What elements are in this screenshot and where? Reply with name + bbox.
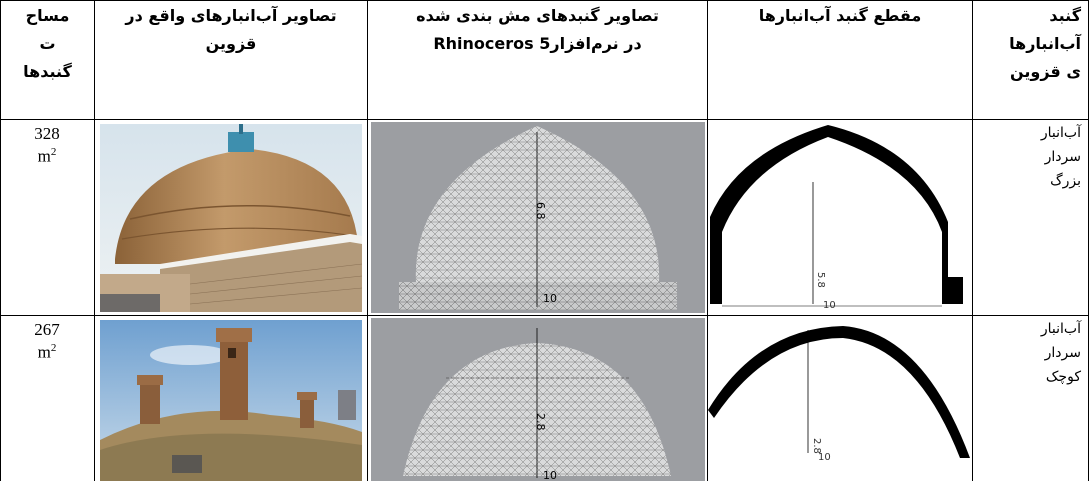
header-real-photos: تصاویر آب‌انبارهای واقع در قزوین [95, 2, 367, 58]
header-name: گنبد آب‌انبارها ی قزوین [973, 2, 1088, 86]
area-unit: m2 [37, 342, 57, 362]
header-name-line: گنبد [1049, 6, 1081, 25]
header-mesh-line: تصاویر گنبدهای مش بندی شده [416, 6, 659, 25]
column-divider [707, 0, 708, 481]
mesh-height-label: 2.8 [534, 413, 547, 431]
area-value: 328 [34, 124, 60, 143]
section-height-label: 2.8 [811, 438, 822, 454]
area-unit: m2 [37, 146, 57, 166]
header-name-line: آب‌انبارها [1009, 34, 1081, 53]
header-area-line: ت [39, 34, 56, 53]
photo-sardar-kuchak [100, 320, 362, 481]
header-area-line: مساح [25, 6, 70, 25]
header-name-line: ی قزوین [1009, 62, 1081, 81]
header-mesh-line: در نرم‌افزار5 Rhinoceros [433, 34, 642, 53]
dome-name-cell: آب‌انبار سردار کوچک [973, 317, 1081, 389]
section-height-label: 5.8 [815, 272, 826, 288]
header-real-photos-line: تصاویر آب‌انبارهای واقع در [125, 6, 337, 25]
header-section: مقطع گنبد آب‌انبارها [708, 2, 972, 30]
mesh-width-label: 10 [543, 469, 557, 481]
header-mesh: تصاویر گنبدهای مش بندی شده در نرم‌افزار5… [368, 2, 707, 58]
table-border-left [0, 0, 1, 481]
section-sardar-bozorg: 5.8 10 [708, 122, 972, 314]
dome-name-line: آب‌انبار [1040, 125, 1081, 141]
header-area-line: گنبدها [23, 62, 72, 81]
dome-name-line: آب‌انبار [1040, 321, 1081, 337]
dome-name-line: بزرگ [1050, 173, 1081, 189]
dome-name-cell: آب‌انبار سردار بزرگ [973, 121, 1081, 193]
dome-name-line: کوچک [1045, 369, 1081, 385]
area-value-cell: 267 m2 [0, 320, 94, 362]
mesh-width-label: 10 [543, 292, 557, 305]
area-value-cell: 328 m2 [0, 124, 94, 166]
dome-name-line: سردار [1044, 149, 1081, 165]
column-divider [94, 0, 95, 481]
table-border-top [0, 0, 1089, 1]
section-sardar-kuchak: 2.8 10 [708, 318, 972, 481]
photo-sardar-bozorg [100, 124, 362, 312]
header-area: مساح ت گنبدها [1, 2, 94, 86]
row-divider [0, 315, 1089, 316]
column-divider [367, 0, 368, 481]
header-real-photos-line: قزوین [205, 34, 257, 53]
mesh-height-label: 6.8 [534, 202, 547, 220]
section-width-label: 10 [818, 452, 831, 463]
row-divider [0, 119, 1089, 120]
section-width-label: 10 [823, 300, 836, 311]
header-section-line: مقطع گنبد آب‌انبارها [758, 6, 922, 25]
column-divider [972, 0, 973, 481]
area-value: 267 [34, 320, 60, 339]
dome-name-line: سردار [1044, 345, 1081, 361]
mesh-render-sardar-kuchak: 10 2.8 [371, 318, 705, 481]
mesh-render-sardar-bozorg: 10 6.8 [371, 122, 705, 313]
